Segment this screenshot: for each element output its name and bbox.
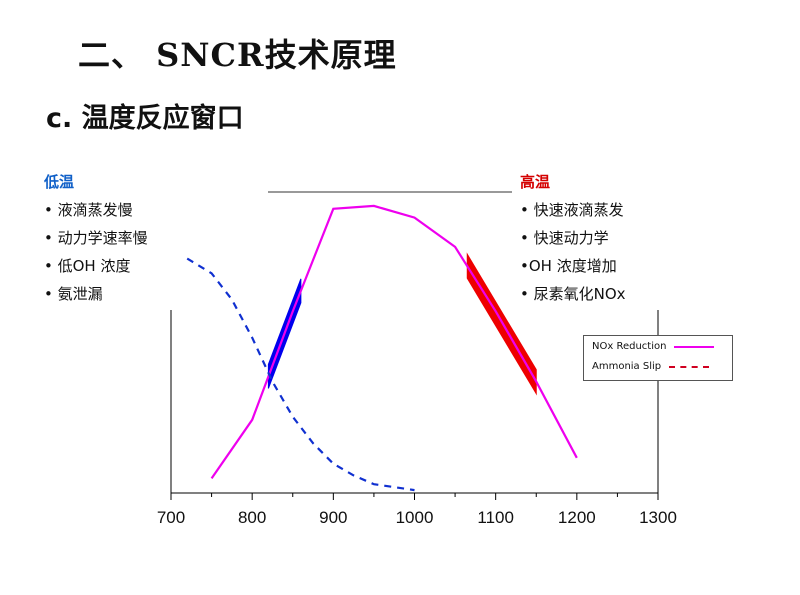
chart-legend: NOx Reduction Ammonia Slip <box>583 335 733 381</box>
low-temp-heading: 低温 <box>44 173 75 191</box>
low-temp-item: • 低OH 浓度 <box>44 257 131 275</box>
x-tick-label: 1200 <box>558 508 596 527</box>
series-ammonia-slip-line <box>186 257 415 492</box>
x-tick-label: 700 <box>157 508 185 527</box>
legend-item-nox-reduction: NOx Reduction <box>592 341 715 352</box>
x-tick-label: 1100 <box>477 508 514 527</box>
series-nox-reduction-line <box>210 204 578 480</box>
slide-subtitle: c. 温度反应窗口 <box>46 103 244 134</box>
x-tick-label: 1000 <box>396 508 434 527</box>
low-temp-item: • 液滴蒸发慢 <box>44 201 133 219</box>
high-temp-item: • 快速动力学 <box>520 229 609 247</box>
x-tick-label: 900 <box>319 508 347 527</box>
legend-label-ammonia-slip: Ammonia Slip <box>592 361 662 372</box>
legend-label-nox-reduction: NOx Reduction <box>592 341 667 352</box>
legend-swatch-dashed-line <box>669 365 710 368</box>
low-temp-item: • 动力学速率慢 <box>44 229 148 247</box>
x-tick-label: 1300 <box>639 508 677 527</box>
low-temp-notes: 低温 • 液滴蒸发慢 • 动力学速率慢 • 低OH 浓度 • 氨泄漏 <box>44 168 148 308</box>
low-temp-item: • 氨泄漏 <box>44 285 103 303</box>
x-tick-label: 800 <box>238 508 266 527</box>
legend-item-ammonia-slip: Ammonia Slip <box>592 361 710 372</box>
high-temp-notes: 高温 • 快速液滴蒸发 • 快速动力学 •OH 浓度增加 • 尿素氧化NOx <box>520 168 626 308</box>
legend-swatch-solid-line <box>674 345 715 348</box>
slide-title: 二、 SNCR技术原理 <box>78 36 397 74</box>
high-temp-item: • 快速液滴蒸发 <box>520 201 624 219</box>
high-temp-item: •OH 浓度增加 <box>520 257 617 275</box>
high-temp-item: • 尿素氧化NOx <box>520 285 626 303</box>
high-temp-heading: 高温 <box>520 173 551 191</box>
